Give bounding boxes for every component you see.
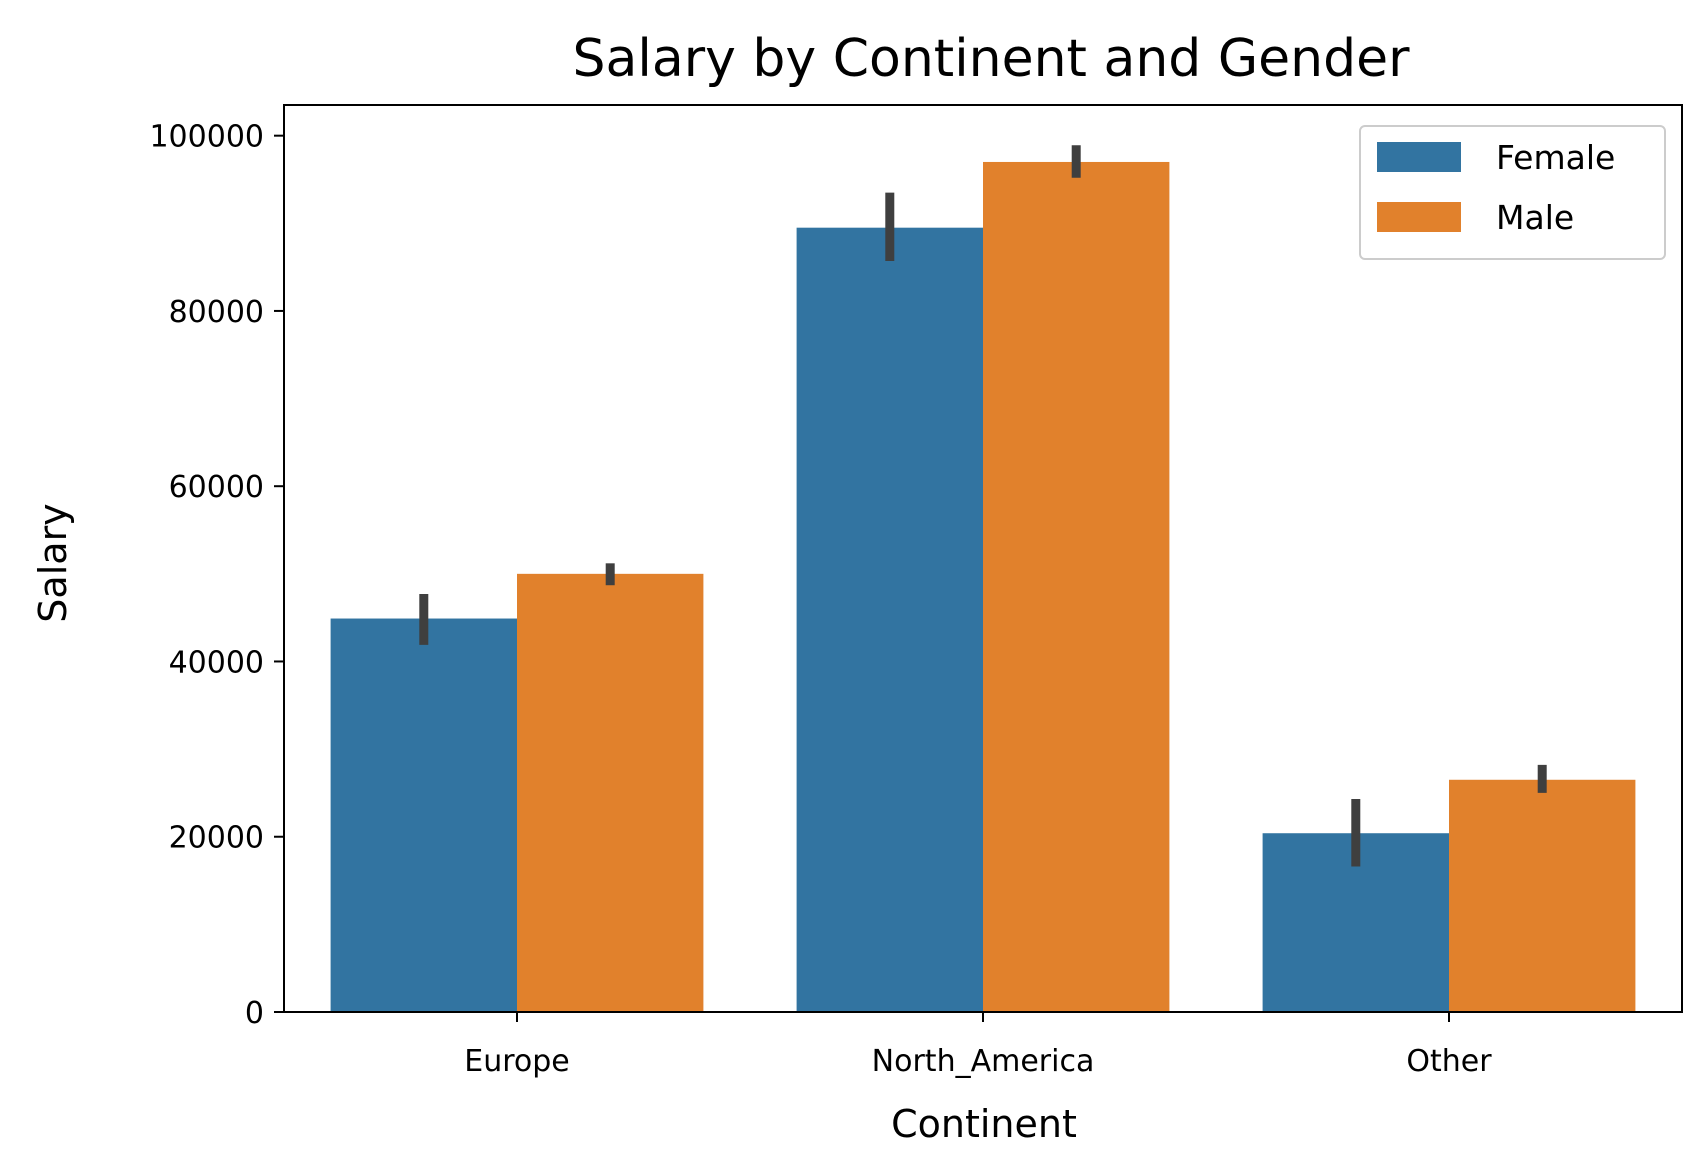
y-axis: 0 20000 40000 60000 80000 100000 — [149, 120, 284, 1031]
legend-label-male: Male — [1496, 198, 1574, 237]
legend-label-female: Female — [1496, 138, 1615, 177]
bar-male-europe — [517, 573, 704, 1012]
bar-female-europe — [330, 618, 517, 1012]
y-tick-label: 60000 — [169, 470, 264, 505]
y-tick-label: 100000 — [149, 120, 264, 155]
x-tick-label: Other — [1406, 1044, 1492, 1079]
y-tick-label: 80000 — [169, 295, 264, 330]
bar-male-other — [1449, 779, 1636, 1012]
x-axis-title: Continent — [891, 1102, 1077, 1146]
bar-male-north-america — [983, 161, 1170, 1012]
y-tick-label: 20000 — [169, 821, 264, 856]
x-axis: Europe North_America Other — [464, 1012, 1492, 1079]
y-axis-title: Salary — [31, 503, 75, 622]
x-tick-label: North_America — [872, 1044, 1095, 1079]
legend-swatch-male — [1377, 202, 1461, 232]
x-tick-label: Europe — [464, 1044, 570, 1079]
y-tick-label: 40000 — [169, 645, 264, 680]
plot-area — [283, 104, 1683, 1013]
chart-title: Salary by Continent and Gender — [573, 29, 1411, 89]
y-tick-label: 0 — [245, 996, 264, 1031]
bar-female-north-america — [796, 227, 983, 1013]
legend: Female Male — [1359, 125, 1666, 260]
legend-swatch-female — [1377, 142, 1461, 172]
